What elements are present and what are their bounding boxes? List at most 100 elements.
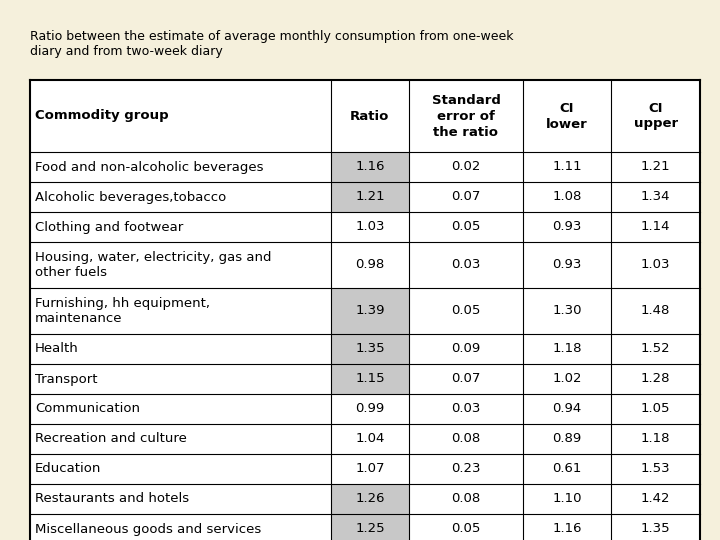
Text: 0.08: 0.08 — [451, 433, 481, 446]
Bar — [523, 394, 611, 424]
Bar — [330, 80, 410, 152]
Text: CI
lower: CI lower — [546, 102, 588, 131]
Text: 1.26: 1.26 — [355, 492, 384, 505]
Text: Communication: Communication — [35, 402, 140, 415]
Bar — [611, 514, 700, 540]
Bar — [523, 288, 611, 334]
Bar — [523, 80, 611, 152]
Text: 0.89: 0.89 — [552, 433, 582, 446]
Text: Clothing and footwear: Clothing and footwear — [35, 220, 184, 233]
Text: 1.04: 1.04 — [355, 433, 384, 446]
Text: 1.15: 1.15 — [355, 373, 384, 386]
Text: 1.16: 1.16 — [552, 523, 582, 536]
Bar — [30, 364, 330, 394]
Text: 1.14: 1.14 — [641, 220, 670, 233]
Text: 1.11: 1.11 — [552, 160, 582, 173]
Bar — [330, 364, 410, 394]
Text: 0.07: 0.07 — [451, 373, 481, 386]
Text: 1.10: 1.10 — [552, 492, 582, 505]
Bar — [611, 394, 700, 424]
Text: 1.02: 1.02 — [552, 373, 582, 386]
Bar — [30, 454, 330, 484]
Text: 1.21: 1.21 — [641, 160, 670, 173]
Text: 1.35: 1.35 — [641, 523, 670, 536]
Bar — [410, 424, 523, 454]
Text: 1.03: 1.03 — [641, 259, 670, 272]
Bar — [611, 424, 700, 454]
Bar — [523, 182, 611, 212]
Text: 0.99: 0.99 — [355, 402, 384, 415]
Text: Housing, water, electricity, gas and
other fuels: Housing, water, electricity, gas and oth… — [35, 251, 271, 280]
Bar — [611, 288, 700, 334]
Bar — [523, 424, 611, 454]
Text: 0.03: 0.03 — [451, 402, 481, 415]
Bar — [410, 484, 523, 514]
Text: Standard
error of
the ratio: Standard error of the ratio — [431, 93, 500, 138]
Bar — [330, 334, 410, 364]
Bar — [330, 484, 410, 514]
Bar — [30, 514, 330, 540]
Bar — [410, 394, 523, 424]
Text: Education: Education — [35, 462, 102, 476]
Bar — [410, 514, 523, 540]
Bar — [330, 152, 410, 182]
Text: Food and non-alcoholic beverages: Food and non-alcoholic beverages — [35, 160, 264, 173]
Text: 0.23: 0.23 — [451, 462, 481, 476]
Bar — [611, 454, 700, 484]
Bar — [410, 334, 523, 364]
Bar — [523, 242, 611, 288]
Bar — [330, 182, 410, 212]
Bar — [611, 334, 700, 364]
Text: 1.35: 1.35 — [355, 342, 384, 355]
Text: 0.05: 0.05 — [451, 220, 481, 233]
Bar — [611, 242, 700, 288]
Text: 0.05: 0.05 — [451, 305, 481, 318]
Text: 1.42: 1.42 — [641, 492, 670, 505]
Text: 1.08: 1.08 — [552, 191, 582, 204]
Bar — [523, 334, 611, 364]
Text: 1.52: 1.52 — [641, 342, 670, 355]
Bar — [330, 424, 410, 454]
Bar — [410, 364, 523, 394]
Text: Miscellaneous goods and services: Miscellaneous goods and services — [35, 523, 261, 536]
Bar — [611, 364, 700, 394]
Text: 0.98: 0.98 — [355, 259, 384, 272]
Bar — [410, 80, 523, 152]
Text: 0.05: 0.05 — [451, 523, 481, 536]
Bar — [410, 242, 523, 288]
Bar — [410, 288, 523, 334]
Text: 1.48: 1.48 — [641, 305, 670, 318]
Bar — [30, 288, 330, 334]
Bar — [523, 514, 611, 540]
Bar — [30, 334, 330, 364]
Text: 1.18: 1.18 — [641, 433, 670, 446]
Text: Alcoholic beverages,tobacco: Alcoholic beverages,tobacco — [35, 191, 226, 204]
Bar — [410, 152, 523, 182]
Bar — [611, 212, 700, 242]
Text: CI
upper: CI upper — [634, 102, 678, 131]
Text: 1.07: 1.07 — [355, 462, 384, 476]
Text: 0.03: 0.03 — [451, 259, 481, 272]
Bar — [30, 182, 330, 212]
Bar — [611, 152, 700, 182]
Text: 0.93: 0.93 — [552, 259, 582, 272]
Bar — [523, 152, 611, 182]
Text: 1.28: 1.28 — [641, 373, 670, 386]
Bar — [523, 454, 611, 484]
Bar — [611, 80, 700, 152]
Bar — [30, 484, 330, 514]
Text: 1.34: 1.34 — [641, 191, 670, 204]
Bar — [611, 182, 700, 212]
Bar — [330, 288, 410, 334]
Text: Ratio between the estimate of average monthly consumption from one-week
diary an: Ratio between the estimate of average mo… — [30, 30, 513, 58]
Bar — [330, 394, 410, 424]
Bar — [611, 484, 700, 514]
Text: Furnishing, hh equipment,
maintenance: Furnishing, hh equipment, maintenance — [35, 296, 210, 326]
Text: 1.03: 1.03 — [355, 220, 384, 233]
Text: 0.61: 0.61 — [552, 462, 582, 476]
Text: Recreation and culture: Recreation and culture — [35, 433, 187, 446]
Text: 1.39: 1.39 — [355, 305, 384, 318]
Bar — [30, 394, 330, 424]
Bar — [30, 212, 330, 242]
Text: 1.53: 1.53 — [641, 462, 670, 476]
